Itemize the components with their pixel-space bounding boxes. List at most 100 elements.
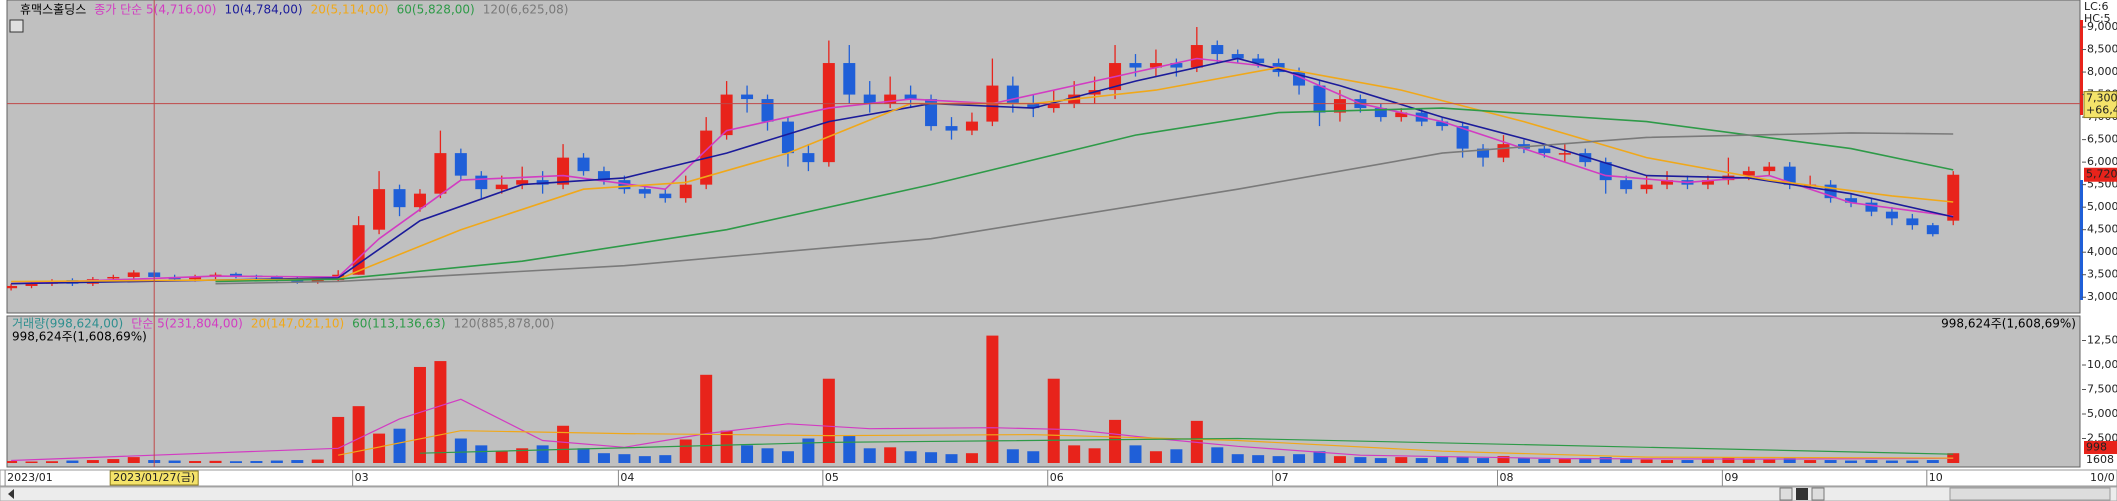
y-tick-label: 4,500	[2087, 223, 2117, 236]
ma-line	[11, 57, 1954, 285]
volume-bar	[475, 445, 488, 463]
candle-body	[1395, 112, 1408, 118]
volume-marker-box	[2084, 441, 2117, 454]
y-tick-label: 4,000	[2087, 245, 2117, 258]
volume-bar	[1333, 456, 1346, 463]
x-tick-label: 10	[1929, 471, 1943, 484]
candle-body	[945, 126, 958, 131]
candle-body	[597, 171, 610, 181]
volume-bar	[1558, 459, 1571, 463]
volume-bar	[393, 428, 406, 463]
volume-bar	[495, 451, 508, 463]
y-tick-label: 9,000	[2087, 20, 2117, 33]
zoom-controls[interactable]	[1949, 487, 2111, 501]
candle-body	[434, 153, 447, 194]
volume-bar	[168, 460, 181, 463]
volume-bar	[291, 460, 304, 463]
ma-line	[11, 66, 1954, 283]
volume-bar	[1231, 454, 1244, 463]
scroll-button[interactable]	[1796, 488, 1808, 500]
volume-bar	[1477, 458, 1490, 463]
candle-body	[107, 276, 120, 279]
candle-body	[679, 184, 692, 199]
legend-entry: 20(147,021,10)	[251, 317, 344, 331]
candle-body	[229, 273, 242, 276]
volume-bar	[863, 448, 876, 463]
scroll-button[interactable]	[1779, 487, 1793, 501]
x-tick-label: 06	[1050, 471, 1064, 484]
last-price-label: 5,720	[2086, 168, 2117, 181]
volume-bar	[1272, 456, 1285, 463]
scrollbar[interactable]	[0, 486, 2117, 501]
panel-icon[interactable]	[9, 19, 24, 33]
candle-body	[659, 193, 672, 199]
volume-bar	[1763, 459, 1776, 463]
volume-bar	[352, 406, 365, 463]
candle-body	[822, 63, 835, 163]
ma-line	[215, 107, 1954, 283]
date-tooltip: 2023/01/27(금)	[113, 471, 195, 484]
volume-ma-line	[11, 398, 1954, 462]
candle-body	[741, 94, 754, 100]
candle-body	[311, 280, 324, 282]
x-tick-label: 07	[1275, 471, 1289, 484]
y-tick-label: 6,000	[2087, 155, 2117, 168]
candle-body	[1620, 180, 1633, 190]
candle-body	[1885, 211, 1898, 219]
candle-body	[1211, 45, 1224, 55]
volume-bar	[1436, 456, 1449, 463]
volume-bar	[597, 453, 610, 463]
volume-bar	[557, 425, 570, 463]
candle-body	[1231, 54, 1244, 59]
candle-body	[7, 285, 18, 289]
x-tick-label: 08	[1499, 471, 1513, 484]
volume-bar	[741, 445, 754, 463]
legend-entry: 10(4,784,00)	[224, 3, 302, 17]
x-tick-label: 04	[620, 471, 634, 484]
legend-entry: 단순 5(231,804,00)	[131, 317, 243, 331]
volume-bar	[1313, 451, 1326, 463]
candle-body	[1845, 198, 1858, 203]
volume-bar	[843, 435, 856, 463]
x-axis-end-label: 10/0	[2090, 471, 2115, 484]
volume-bar	[516, 448, 529, 463]
date-tooltip-box	[109, 470, 199, 486]
volume-bar	[209, 460, 222, 463]
volume-tick-label: 5,000,000	[2087, 407, 2117, 420]
volume-tick-label: 10,000,000	[2087, 358, 2117, 371]
volume-bar	[1865, 460, 1878, 463]
volume-bar	[1742, 459, 1755, 463]
change-tooltip: +66,4	[2086, 104, 2117, 117]
candle-body	[802, 153, 815, 163]
legend-entry: 종가 단순 5(4,716,00)	[94, 3, 216, 17]
volume-bar	[577, 448, 590, 463]
candle-body	[925, 99, 938, 127]
corner-label: LC:6	[2084, 0, 2109, 13]
volume-bar	[1538, 459, 1551, 463]
candle-body	[1947, 174, 1960, 221]
legend-entry: 거래량(998,624,00)	[12, 317, 123, 331]
volume-marker: 998	[2086, 441, 2107, 454]
edge-bar-up	[2080, 20, 2083, 115]
x-tick-label: 2023/01	[7, 471, 53, 484]
legend-entry: 120(885,878,00)	[454, 317, 555, 331]
candle-body	[1047, 103, 1060, 109]
scroll-left[interactable]	[8, 489, 14, 499]
volume-bar	[1845, 460, 1858, 463]
volume-bar	[86, 460, 99, 463]
scroll-button[interactable]	[1811, 487, 1825, 501]
x-tick-label: 03	[355, 471, 369, 484]
price-tooltip: 7,300	[2086, 92, 2117, 105]
candle-body	[1456, 126, 1469, 149]
candle-body	[1374, 108, 1387, 118]
volume-bar	[904, 451, 917, 463]
volume-bar	[1149, 451, 1162, 463]
candle-body	[1640, 184, 1653, 190]
volume-bar	[1885, 460, 1898, 463]
volume-bar	[1804, 460, 1817, 463]
candle-body	[1926, 225, 1939, 235]
candle-body	[577, 157, 590, 172]
volume-bar	[781, 451, 794, 463]
volume-panel	[6, 315, 2081, 468]
